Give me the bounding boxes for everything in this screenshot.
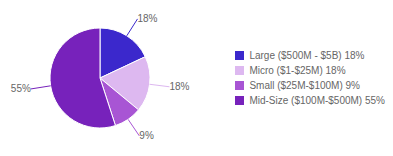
html-text:Mid-Size ($100M-$500M) 55%: Mid-Size ($100M-$500M) 55% (249, 95, 385, 106)
svg-text:18%: 18% (138, 13, 158, 24)
svg-text:9%: 9% (139, 130, 154, 141)
svg-text:55%: 55% (11, 83, 31, 94)
html-text:Large ($500M - $5B) 18%: Large ($500M - $5B) 18% (249, 50, 365, 61)
svg-text:18%: 18% (169, 81, 189, 92)
html-text:Micro ($1-$25M) 18%: Micro ($1-$25M) 18% (249, 65, 346, 76)
html-text:Small ($25M-$100M) 9%: Small ($25M-$100M) 9% (249, 80, 360, 91)
